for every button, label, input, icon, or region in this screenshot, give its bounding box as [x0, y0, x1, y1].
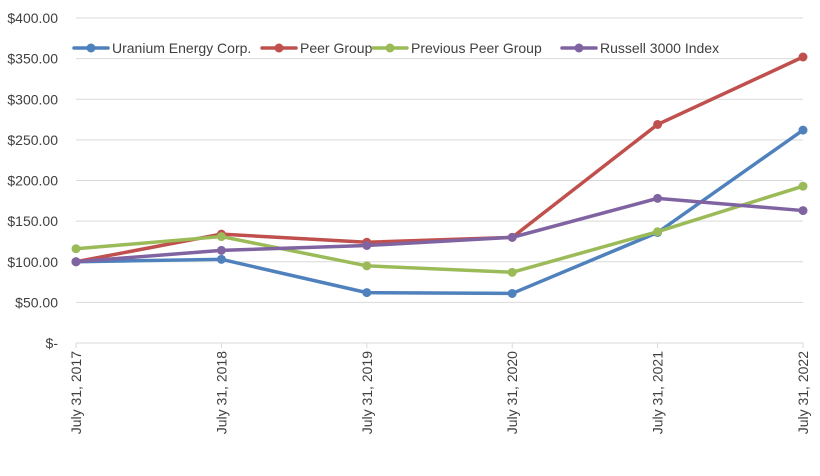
data-point — [653, 227, 663, 237]
legend-label: Uranium Energy Corp. — [112, 40, 251, 56]
data-point — [362, 288, 372, 298]
x-tick-label: July 31, 2017 — [68, 351, 84, 434]
data-point — [362, 241, 372, 250]
legend-marker — [574, 43, 584, 53]
x-tick-label: July 31, 2022 — [795, 351, 811, 434]
series-line — [74, 55, 805, 264]
series-0 — [71, 125, 808, 298]
legend-marker — [385, 43, 395, 53]
y-tick-label: $200.00 — [7, 173, 58, 189]
series-lines — [71, 52, 808, 298]
data-point — [653, 193, 663, 203]
data-point — [507, 288, 517, 298]
legend-item: Peer Group — [260, 40, 373, 56]
data-point — [798, 206, 808, 216]
data-point — [507, 232, 517, 242]
legend-item: Previous Peer Group — [371, 40, 542, 56]
data-point — [71, 257, 81, 267]
legend: Uranium Energy Corp. Peer Group Previous P… — [72, 40, 719, 56]
legend-label: Previous Peer Group — [411, 40, 542, 56]
gridlines — [76, 17, 803, 303]
data-point — [362, 261, 372, 271]
data-point — [216, 254, 226, 264]
y-tick-label: $50.00 — [15, 294, 58, 310]
x-axis — [75, 342, 804, 348]
y-tick-label: $150.00 — [7, 213, 58, 229]
x-tick-label: July 31, 2019 — [359, 351, 375, 434]
x-tick-label: July 31, 2018 — [213, 351, 229, 434]
data-point — [216, 245, 226, 255]
data-point — [798, 181, 808, 191]
legend-marker — [274, 43, 284, 53]
series-3 — [71, 193, 808, 267]
legend-label: Peer Group — [300, 40, 373, 56]
legend-item: Russell 3000 Index — [560, 40, 719, 56]
legend-item: Uranium Energy Corp. — [72, 40, 251, 56]
series-1 — [71, 52, 808, 267]
series-line — [74, 196, 805, 264]
x-tick-label: July 31, 2020 — [504, 351, 520, 434]
data-point — [798, 52, 808, 62]
y-axis-tick-labels: $- $50.00 $100.00 $150.00 $200.00 $250.00 $300… — [7, 10, 58, 351]
data-point — [798, 125, 808, 135]
series-line — [74, 128, 805, 296]
y-tick-label: $350.00 — [7, 51, 58, 67]
y-tick-label: $- — [46, 335, 59, 351]
data-point — [216, 232, 226, 242]
x-tick-label: July 31, 2021 — [650, 351, 666, 434]
series-2 — [71, 181, 808, 277]
y-tick-label: $250.00 — [7, 132, 58, 148]
y-tick-label: $400.00 — [7, 10, 58, 26]
legend-label: Russell 3000 Index — [600, 40, 719, 56]
data-point — [653, 119, 663, 129]
data-point — [507, 267, 517, 277]
legend-marker — [86, 43, 96, 53]
series-line — [74, 184, 805, 275]
x-axis-tick-labels: July 31, 2017 July 31, 2018 July 31, 2019 J… — [68, 351, 811, 434]
data-point — [71, 244, 81, 254]
y-tick-label: $300.00 — [7, 91, 58, 107]
y-tick-label: $100.00 — [7, 254, 58, 270]
